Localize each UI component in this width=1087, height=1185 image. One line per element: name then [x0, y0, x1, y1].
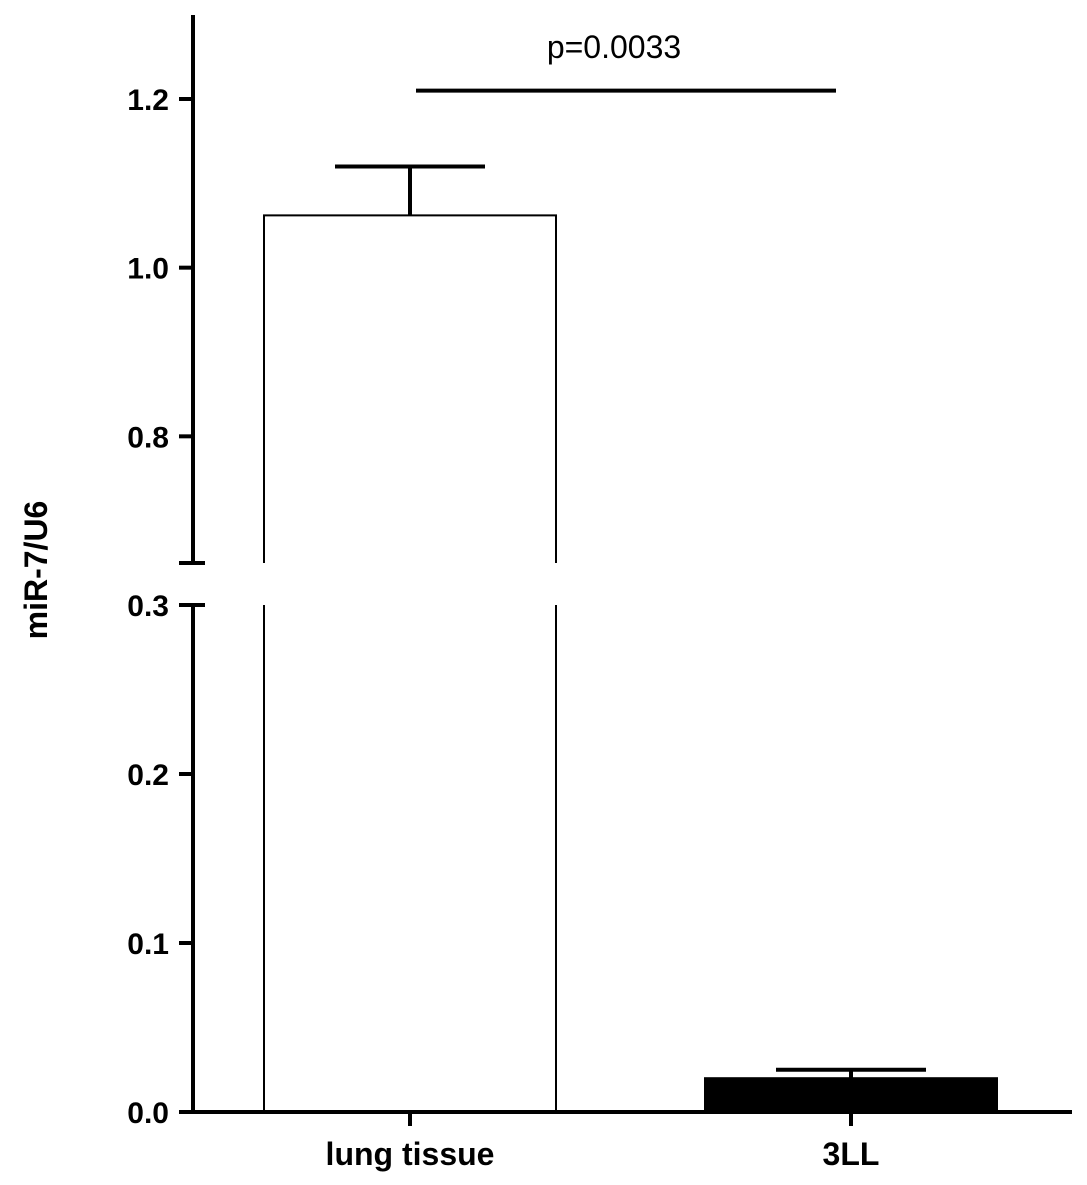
labels: 0.8 1.0 1.2 0.0 0.1 0.2 0.3 lung tissue 3LL p=0.0…: [127, 29, 879, 1172]
bar-lung-tissue-lower: [263, 605, 557, 1112]
y-tick-label: 1.0: [127, 253, 169, 286]
y-tick-label: 0.8: [127, 421, 169, 454]
bars: [263, 164, 998, 1113]
bar-lung-tissue-upper: [263, 214, 557, 563]
p-value-label: p=0.0033: [547, 29, 681, 65]
axes: [179, 15, 1072, 1126]
y-tick-label: 0.1: [127, 928, 169, 961]
y-axis-title: miR-7/U6: [18, 501, 54, 640]
bar-3LL: [704, 1077, 998, 1113]
x-tick-label: lung tissue: [326, 1136, 495, 1172]
y-tick-label: 0.2: [127, 759, 169, 792]
x-tick-label: 3LL: [823, 1136, 880, 1172]
y-tick-label: 0.3: [127, 590, 169, 623]
y-tick-label: 0.0: [127, 1097, 169, 1130]
y-tick-label: 1.2: [127, 84, 169, 117]
